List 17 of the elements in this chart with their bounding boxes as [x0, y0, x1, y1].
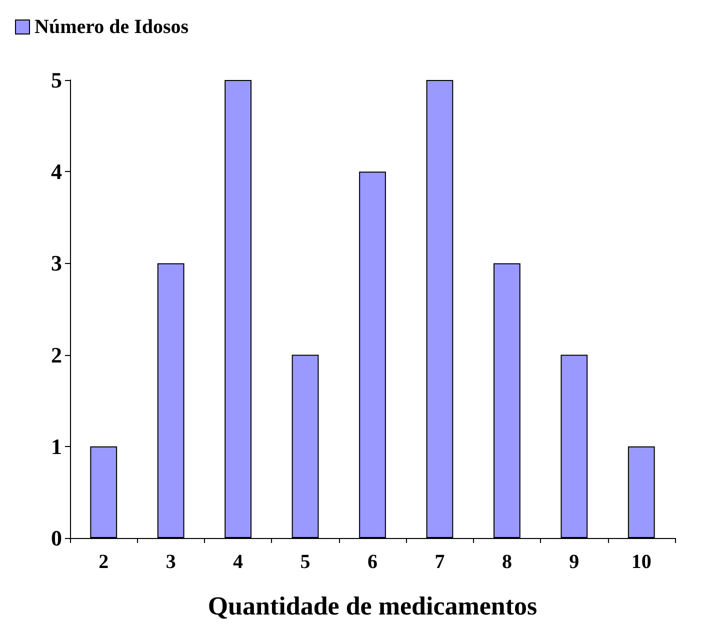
y-tick-label: 0: [51, 526, 62, 550]
y-tick-label: 4: [51, 159, 62, 184]
y-tick-label: 1: [51, 434, 62, 459]
x-tick-label: 3: [166, 551, 176, 573]
x-tick-label: 5: [300, 551, 310, 573]
x-tick-label: 7: [434, 551, 445, 573]
x-tick-label: 10: [631, 551, 652, 573]
y-tick-label: 2: [51, 342, 62, 368]
x-tick-label: 9: [569, 551, 580, 573]
y-tick-label: 3: [51, 250, 62, 276]
x-tick-label: 6: [368, 551, 378, 573]
x-tick-label: 2: [98, 551, 109, 573]
x-tick-label: 8: [502, 551, 512, 573]
x-axis-title: Quantidade de medicamentos: [208, 592, 538, 620]
x-tick-label: 4: [233, 551, 244, 573]
legend-label: Número de Idosos: [34, 16, 189, 38]
y-tick-label: 5: [51, 68, 62, 92]
